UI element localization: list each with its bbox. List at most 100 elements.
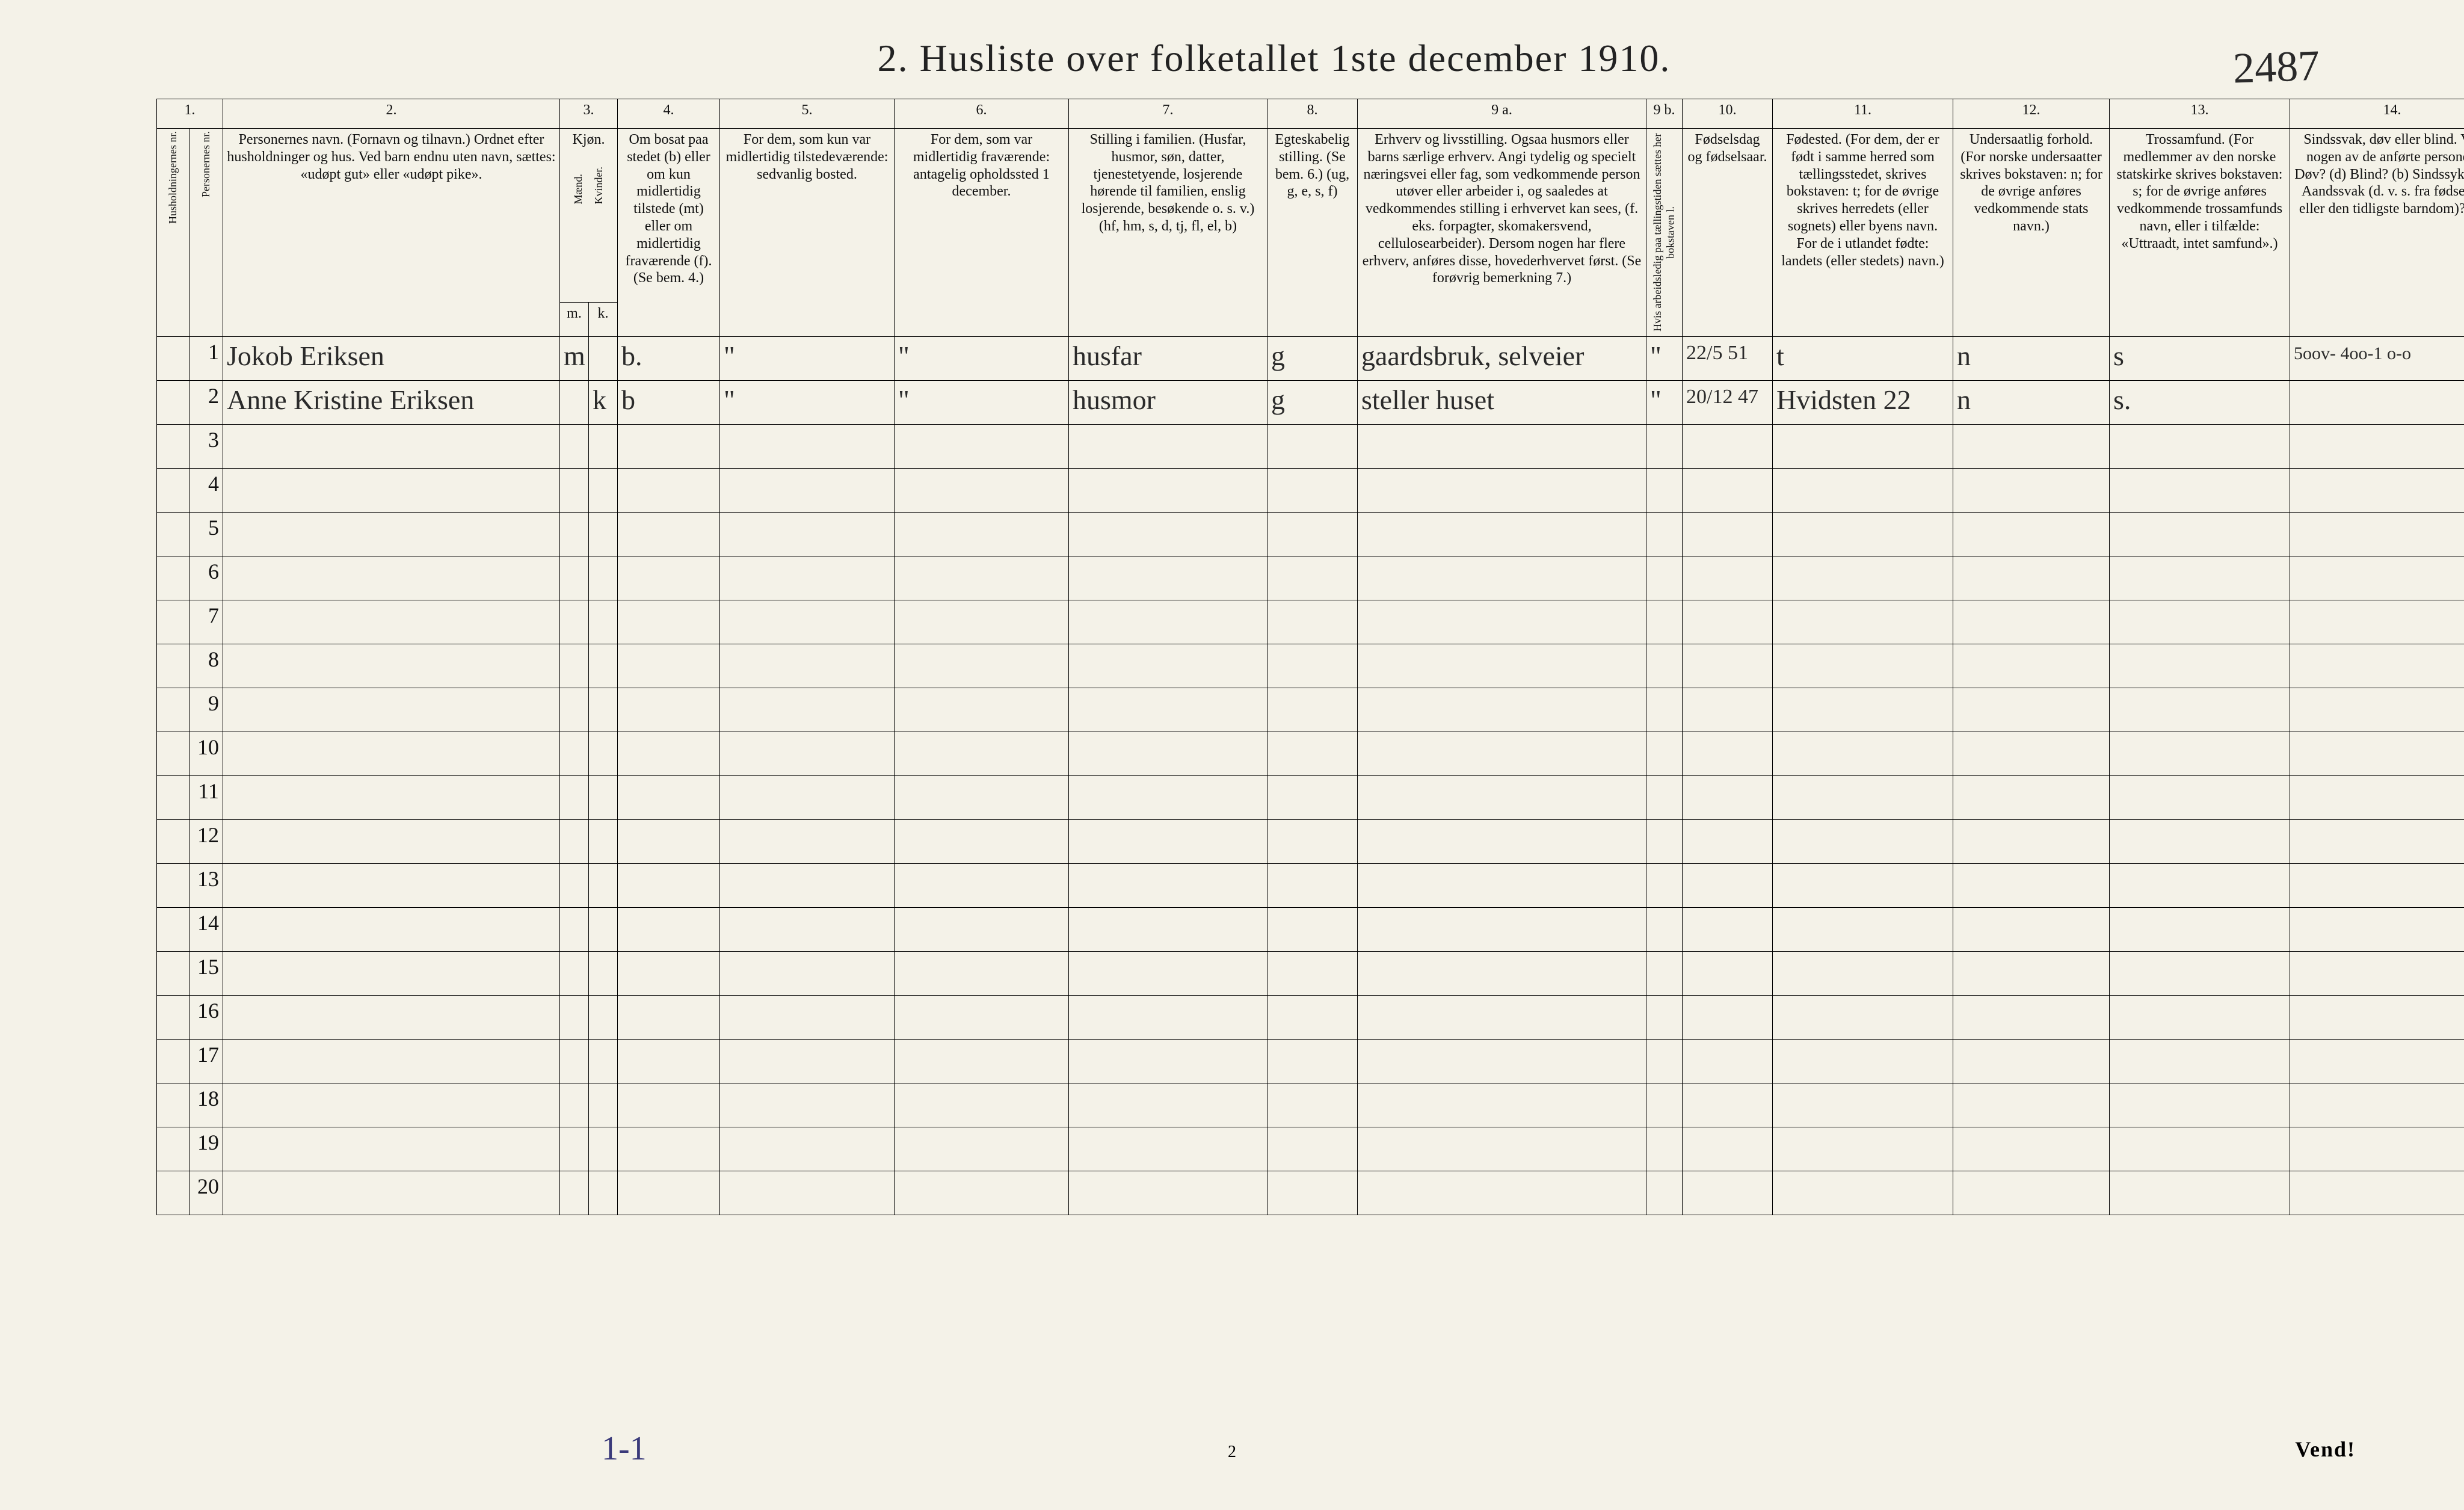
cell-empty <box>2110 952 2290 996</box>
cell-empty <box>1267 732 1358 776</box>
cell-empty <box>1646 513 1683 556</box>
cell-pnr: 7 <box>190 600 223 644</box>
cell-empty <box>2290 908 2464 952</box>
cell-empty <box>1683 1127 1773 1171</box>
cell-empty <box>1646 425 1683 469</box>
cell-empty <box>1069 513 1267 556</box>
cell-empty <box>1267 1127 1358 1171</box>
cell-empty <box>1358 688 1646 732</box>
cell-fravaerende: " <box>895 337 1069 381</box>
cell-hnr <box>157 908 190 952</box>
colnum-10: 10. <box>1683 99 1773 129</box>
header-fodested: Fødested. (For dem, der er født i samme … <box>1773 129 1953 337</box>
cell-empty <box>1646 820 1683 864</box>
cell-empty <box>2290 1127 2464 1171</box>
cell-hnr <box>157 820 190 864</box>
cell-empty <box>1267 820 1358 864</box>
cell-empty <box>1953 1040 2110 1083</box>
header-fravaerende: For dem, som var midlertidig fraværende:… <box>895 129 1069 337</box>
cell-arbledig: " <box>1646 337 1683 381</box>
cell-empty <box>720 952 895 996</box>
cell-pnr: 18 <box>190 1083 223 1127</box>
cell-empty <box>589 996 618 1040</box>
table-row-empty: 4 <box>157 469 2464 513</box>
cell-empty <box>895 644 1069 688</box>
cell-empty <box>2110 556 2290 600</box>
cell-empty <box>589 1040 618 1083</box>
cell-empty <box>2110 600 2290 644</box>
cell-empty <box>618 952 720 996</box>
cell-hnr <box>157 864 190 908</box>
cell-empty <box>589 469 618 513</box>
cell-empty <box>1069 1083 1267 1127</box>
cell-empty <box>1683 688 1773 732</box>
cell-empty <box>720 820 895 864</box>
cell-empty <box>1683 644 1773 688</box>
cell-empty <box>1069 732 1267 776</box>
cell-empty <box>589 688 618 732</box>
cell-empty <box>1953 864 2110 908</box>
cell-empty <box>618 425 720 469</box>
cell-empty <box>895 469 1069 513</box>
colnum-9a: 9 a. <box>1358 99 1646 129</box>
cell-empty <box>2290 776 2464 820</box>
cell-empty <box>223 952 560 996</box>
cell-hnr <box>157 469 190 513</box>
census-table: 1. 2. 3. 4. 5. 6. 7. 8. 9 a. 9 b. 10. 11… <box>156 99 2464 1215</box>
table-row-empty: 11 <box>157 776 2464 820</box>
header-arbeidsledig: Hvis arbeidsledig paa tællingstiden sætt… <box>1646 129 1683 337</box>
cell-pnr: 6 <box>190 556 223 600</box>
cell-empty <box>1683 776 1773 820</box>
cell-pnr: 10 <box>190 732 223 776</box>
cell-empty <box>1773 776 1953 820</box>
table-row-empty: 9 <box>157 688 2464 732</box>
cell-sind <box>2290 381 2464 425</box>
cell-empty <box>1069 644 1267 688</box>
cell-empty <box>895 952 1069 996</box>
cell-empty <box>1267 425 1358 469</box>
cell-empty <box>589 820 618 864</box>
header-sindssvak: Sindssvak, døv eller blind. Var nogen av… <box>2290 129 2464 337</box>
cell-empty <box>560 600 589 644</box>
cell-empty <box>720 425 895 469</box>
cell-empty <box>560 1171 589 1215</box>
cell-empty <box>2110 425 2290 469</box>
cell-empty <box>1953 952 2110 996</box>
cell-empty <box>720 864 895 908</box>
table-row-empty: 12 <box>157 820 2464 864</box>
cell-empty <box>895 864 1069 908</box>
cell-empty <box>1773 1171 1953 1215</box>
cell-empty <box>1953 1083 2110 1127</box>
cell-empty <box>1358 556 1646 600</box>
cell-empty <box>1069 469 1267 513</box>
cell-empty <box>720 556 895 600</box>
cell-empty <box>2110 513 2290 556</box>
cell-sind: 5oov- 4oo-1 o-o <box>2290 337 2464 381</box>
cell-empty <box>589 1083 618 1127</box>
handwritten-bottom: 1-1 <box>602 1429 647 1468</box>
table-row-empty: 19 <box>157 1127 2464 1171</box>
cell-tros: s <box>2110 337 2290 381</box>
cell-empty <box>1646 1040 1683 1083</box>
cell-empty <box>1267 864 1358 908</box>
cell-empty <box>720 908 895 952</box>
header-erhverv: Erhverv og livsstilling. Ogsaa husmors e… <box>1358 129 1646 337</box>
cell-empty <box>1267 688 1358 732</box>
cell-empty <box>2290 820 2464 864</box>
census-page: 2. Husliste over folketallet 1ste decemb… <box>0 0 2464 1510</box>
colnum-14: 14. <box>2290 99 2464 129</box>
colnum-12: 12. <box>1953 99 2110 129</box>
handwritten-number-topright: 2487 <box>2232 41 2321 94</box>
cell-empty <box>618 644 720 688</box>
cell-empty <box>1646 1083 1683 1127</box>
cell-empty <box>720 776 895 820</box>
cell-empty <box>2110 908 2290 952</box>
cell-empty <box>720 732 895 776</box>
cell-hnr <box>157 337 190 381</box>
cell-pnr: 9 <box>190 688 223 732</box>
cell-empty <box>560 732 589 776</box>
cell-navn: Jokob Eriksen <box>223 337 560 381</box>
cell-empty <box>2290 952 2464 996</box>
cell-tilstede: " <box>720 337 895 381</box>
cell-empty <box>1646 864 1683 908</box>
